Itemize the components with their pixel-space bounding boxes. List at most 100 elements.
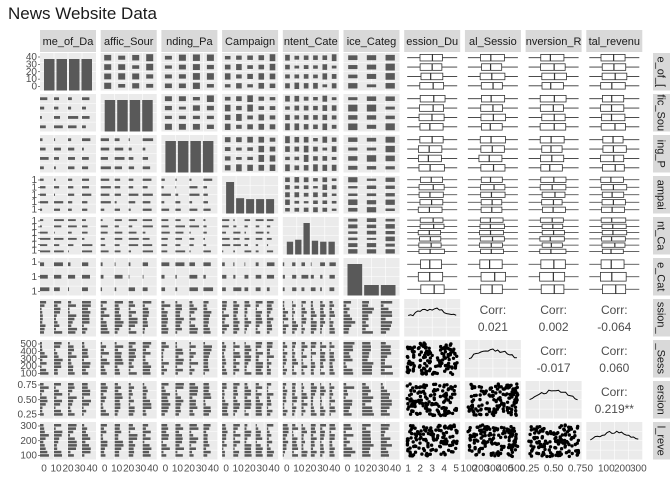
bar: [343, 314, 350, 317]
bar: [100, 427, 104, 430]
bar: [320, 352, 326, 355]
bar: [146, 83, 154, 88]
point: [443, 347, 447, 351]
point: [419, 368, 424, 373]
bar: [178, 115, 186, 120]
point: [572, 430, 577, 434]
bar: [54, 342, 62, 345]
point: [422, 366, 426, 370]
point: [438, 445, 443, 449]
bar: [100, 409, 106, 413]
bar: [320, 437, 324, 440]
point: [410, 409, 414, 414]
bar: [385, 136, 395, 143]
bar: [100, 342, 103, 345]
bar: [301, 450, 308, 454]
bar: [329, 301, 333, 304]
bar: [233, 386, 238, 389]
point: [485, 407, 490, 411]
row-strip: ampai: [653, 176, 670, 214]
bar: [343, 345, 353, 348]
point: [446, 387, 451, 391]
bar: [244, 424, 248, 427]
bar: [100, 372, 107, 375]
bar: [362, 437, 371, 440]
bar: [161, 348, 165, 352]
bar: [292, 372, 297, 375]
bar: [206, 64, 214, 70]
bar: [161, 430, 167, 434]
box: [600, 271, 627, 282]
bar: [233, 396, 236, 399]
point: [417, 346, 421, 350]
bar: [292, 317, 294, 321]
bar: [82, 403, 90, 406]
point: [485, 412, 489, 417]
bar: [82, 193, 92, 196]
facet-bar-panel: [40, 94, 96, 132]
column-strip: Campaign: [222, 30, 279, 52]
facet-bar-panel: [100, 176, 157, 214]
row-strip-label: e_of_[: [655, 56, 667, 87]
bar: [142, 450, 150, 454]
bar: [82, 106, 86, 110]
bar: [203, 430, 207, 434]
bar: [68, 450, 71, 454]
bar: [329, 427, 336, 430]
x-tick-label: 30: [378, 464, 390, 475]
point: [563, 445, 567, 449]
point: [442, 442, 446, 446]
bar: [222, 437, 227, 440]
boxplot-panel: [404, 94, 461, 132]
bar: [233, 262, 235, 267]
bar: [301, 396, 308, 399]
bar: [322, 123, 328, 131]
bar: [142, 287, 148, 292]
point: [554, 446, 558, 450]
bar: [331, 105, 337, 111]
bar: [244, 447, 252, 450]
bar: [222, 321, 225, 324]
bar: [224, 73, 231, 80]
bar: [40, 324, 46, 327]
bar: [329, 396, 332, 399]
point: [418, 411, 422, 416]
bar: [224, 114, 231, 121]
point: [509, 425, 513, 429]
bar: [40, 327, 45, 331]
bar: [362, 365, 373, 368]
bar: [266, 321, 271, 324]
bar: [362, 409, 373, 413]
bar: [331, 178, 337, 182]
y-tick-label: 1: [31, 222, 37, 233]
bar: [175, 362, 183, 365]
bar: [301, 362, 304, 365]
bar: [54, 399, 63, 403]
bar: [178, 83, 186, 89]
bar: [68, 157, 75, 160]
bar: [236, 64, 242, 71]
y-tick-label: 20: [26, 67, 38, 78]
bar: [329, 444, 333, 447]
bar: [68, 147, 75, 151]
point: [570, 435, 574, 440]
bar: [236, 137, 242, 143]
bar: [329, 424, 335, 427]
bar: [320, 424, 327, 427]
bar: [189, 399, 196, 403]
bar: [203, 307, 208, 311]
bar: [128, 219, 138, 222]
point: [443, 452, 447, 456]
point: [413, 399, 417, 403]
x-tick-label: 3: [429, 464, 435, 475]
bar: [313, 192, 318, 198]
bar: [385, 166, 395, 170]
x-tick-label: 30: [317, 464, 329, 475]
bar: [54, 406, 56, 409]
bar: [247, 84, 253, 88]
y-tick-label: 0.25: [18, 410, 38, 421]
point: [432, 370, 436, 375]
point: [529, 439, 533, 443]
point: [554, 453, 558, 457]
bar: [222, 389, 225, 393]
